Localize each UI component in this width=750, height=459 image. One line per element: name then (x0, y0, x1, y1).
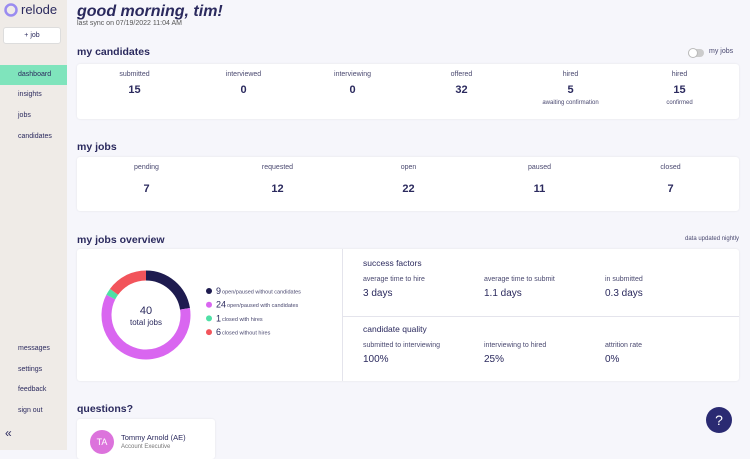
metric-label: average time to hire (363, 276, 425, 283)
donut-segment (110, 270, 147, 295)
stat-label: pending (134, 164, 159, 171)
legend-label: closed without hires (222, 331, 271, 337)
toggle-label: my jobs (709, 48, 734, 55)
metric-value: 0.3 days (605, 288, 643, 299)
legend-dot (206, 301, 212, 308)
sidebar: relode + job dashboard insights jobs candid… (0, 0, 67, 450)
stat-label: requested (261, 164, 294, 171)
stat-value: 5 (567, 84, 574, 96)
stat-value: 12 (271, 183, 284, 195)
legend-value: 6 (216, 327, 221, 337)
metric-value: 25% (484, 354, 505, 365)
metric-label: submitted to interviewing (363, 342, 441, 349)
candidates-card: submitted 15 interviewed 0 interviewing 0 offe… (77, 64, 739, 119)
nav-item[interactable]: messages (18, 345, 50, 352)
legend-label: open/paused without candidates (222, 290, 301, 296)
metric-value: 3 days (363, 288, 393, 299)
section-title: my candidates (77, 46, 150, 58)
donut-segment (145, 270, 190, 310)
donut-total-label: total jobs (130, 318, 162, 327)
metric-label: in submitted (605, 276, 643, 283)
donut-segment (106, 288, 119, 300)
contact-name: Tommy Arnold (AE) (121, 433, 186, 442)
metrics: success factors average time to hire 3 day… (77, 249, 739, 381)
nav-item[interactable]: sign out (18, 407, 43, 415)
stat-label: open (400, 164, 417, 171)
section-title: my jobs (77, 141, 117, 153)
stat-label: interviewing (334, 71, 371, 78)
donut-segment (101, 294, 191, 360)
metric-label: attrition rate (605, 342, 642, 349)
metric-label: interviewing to hired (484, 342, 547, 349)
nav-item[interactable]: settings (18, 365, 43, 373)
section-title: my jobs overview (77, 234, 165, 246)
stat-value: 7 (667, 183, 674, 195)
section-title: questions? (77, 403, 134, 415)
greeting: good morning, tim! (77, 3, 223, 20)
nav-item[interactable]: insights (18, 91, 42, 98)
legend-value: 9 (216, 286, 221, 296)
legend-dot (206, 329, 212, 336)
toggle[interactable] (688, 48, 704, 58)
legend-value: 24 (216, 300, 226, 310)
metric-label: average time to submit (484, 276, 555, 283)
metric-group-title: success factors (363, 258, 422, 268)
logo: relode (21, 2, 58, 17)
stat-value: 11 (533, 183, 546, 195)
stat-note: confirmed (666, 100, 693, 106)
help-button[interactable]: ? (706, 407, 732, 433)
nav-item[interactable]: feedback (18, 386, 47, 394)
jobs-card: pending 7 requested 12 open 22 paused 11 closed 7 (77, 157, 739, 211)
stat-label: offered (450, 71, 473, 78)
metric-value: 100% (363, 354, 389, 365)
stat-label: interviewed (225, 71, 262, 78)
stat-value: 32 (455, 84, 468, 96)
donut-total: 40 (140, 305, 152, 317)
nav-item[interactable]: candidates (18, 133, 52, 140)
stat-label: submitted (119, 71, 150, 78)
metric-group-title: candidate quality (363, 324, 427, 334)
nav-item[interactable]: dashboard (0, 65, 67, 85)
stat-value: 0 (349, 84, 356, 96)
stat-label: hired (671, 71, 688, 78)
last-sync: last sync on 07/19/2022 11:04 AM (77, 20, 182, 27)
stat-note: awaiting confirmation (542, 100, 599, 106)
nav-item[interactable]: jobs (18, 112, 31, 119)
legend-dot (206, 315, 212, 322)
legend-value: 1 (216, 313, 221, 323)
stat-value: 15 (673, 84, 686, 96)
collapse-button[interactable]: « (5, 426, 12, 440)
stat-value: 22 (402, 183, 415, 195)
stat-label: closed (660, 164, 681, 171)
contact-role: Account Executive (121, 444, 171, 450)
legend-label: open/paused with candidates (227, 303, 298, 309)
stat-label: hired (562, 71, 579, 78)
metric-value: 1.1 days (484, 288, 522, 299)
new-job-label: job (30, 32, 40, 39)
legend-dot (206, 288, 212, 294)
update-note: data updated nightly (685, 236, 740, 242)
logo-icon (4, 3, 18, 17)
donut-chart: 9 open/paused without candidates 24 open/pa… (101, 270, 301, 360)
overview-card: 9 open/paused without candidates 24 open/pa… (77, 249, 739, 381)
contact-card: TA Tommy Arnold (AE) Account Executive (77, 419, 215, 459)
avatar: TA (90, 430, 114, 454)
stat-value: 15 (128, 84, 141, 96)
metric-value: 0% (605, 354, 620, 365)
stat-value: 7 (143, 183, 150, 195)
new-job-button[interactable]: + job (3, 27, 61, 44)
legend-label: closed with hires (222, 317, 263, 323)
stat-label: paused (528, 164, 551, 171)
stat-value: 0 (240, 84, 247, 96)
